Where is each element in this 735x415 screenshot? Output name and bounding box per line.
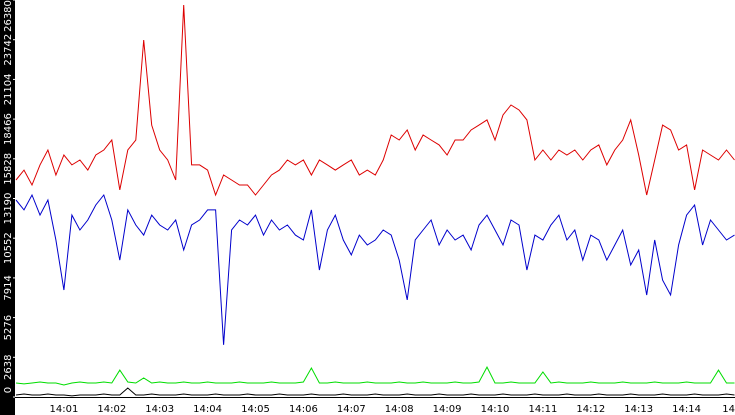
series-line	[15, 4, 735, 197]
y-tick-label: 10552	[3, 232, 14, 264]
y-tick-label: 2638	[3, 355, 14, 380]
y-tick-label: 26380	[3, 0, 14, 32]
y-tick-label: 7914	[3, 275, 14, 300]
y-tick-label: 15828	[3, 153, 14, 185]
series-line	[15, 366, 735, 386]
x-tick-label: 14:13	[624, 404, 653, 415]
x-tick-label: 14:07	[337, 404, 366, 415]
y-tick-label: 0	[3, 387, 14, 393]
y-axis-strip	[0, 0, 15, 415]
y-tick-label: 21104	[3, 73, 14, 105]
x-tick-label: 14:02	[97, 404, 126, 415]
y-tick-label: 5276	[3, 315, 14, 340]
x-tick-label: 14:09	[433, 404, 462, 415]
x-tick-label: 14:03	[145, 404, 174, 415]
x-tick-label: 14:05	[241, 404, 270, 415]
x-tick-label: 14:14	[672, 404, 701, 415]
x-tick-label: 14:01	[49, 404, 78, 415]
y-tick-label: 18466	[3, 113, 14, 145]
x-tick-label: 14:10	[481, 404, 510, 415]
x-tick-label: 14:04	[193, 404, 222, 415]
series-line	[15, 387, 735, 397]
x-tick-label: 14:06	[289, 404, 318, 415]
x-tick-label: 14:11	[528, 404, 557, 415]
x-tick-label: 14	[722, 404, 735, 415]
x-tick-label: 14:08	[385, 404, 414, 415]
x-tick-label: 14:12	[576, 404, 605, 415]
y-tick-label: 13190	[3, 193, 14, 225]
y-tick-label: 23742	[3, 34, 14, 66]
series-line	[15, 193, 735, 345]
